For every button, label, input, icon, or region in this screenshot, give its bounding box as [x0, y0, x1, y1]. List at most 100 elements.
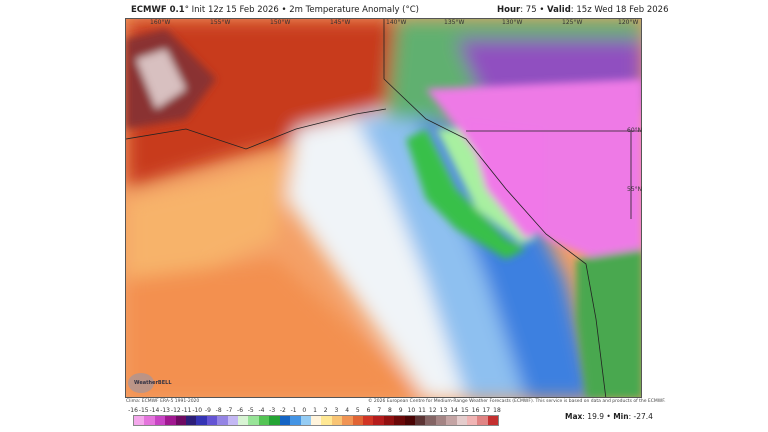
colorbar-tick-label: -5: [247, 407, 254, 414]
colorbar-swatch: [425, 416, 436, 425]
colorbar-swatch: [206, 416, 218, 425]
max-label: Max: [565, 412, 583, 421]
min-label: Min: [613, 412, 629, 421]
colorbar-tick-label: 1: [313, 407, 317, 414]
valid-value: 15z Wed 18 Feb 2026: [576, 5, 669, 15]
colorbar-swatch: [487, 416, 499, 425]
colorbar-swatch: [248, 416, 259, 425]
colorbar-tick-label: -4: [258, 407, 265, 414]
sep: •: [281, 5, 287, 15]
colorbar-swatch: [310, 416, 322, 425]
colorbar-tick-label: 18: [493, 407, 501, 414]
colorbar-swatch: [279, 416, 291, 425]
colorbar-tick-label: 10: [407, 407, 416, 414]
colorbar-swatch: [456, 416, 467, 425]
colorbar-tick-label: -15: [138, 407, 149, 414]
colorbar-tick-label: 9: [398, 407, 403, 414]
colorbar-swatch: [477, 416, 488, 425]
max-min-stats: Max: 19.9 • Min: -27.4: [565, 412, 653, 421]
colorbar-swatch: [154, 416, 166, 425]
hour-label: Hour: [497, 5, 521, 15]
lon-label: 130°W: [502, 19, 523, 26]
colorbar-tick-label: 11: [418, 407, 426, 414]
colorbar-swatch: [414, 416, 426, 425]
colorbar-tick-label: 5: [355, 407, 360, 414]
valid-info: Hour: 75 • Valid: 15z Wed 18 Feb 2026: [497, 5, 669, 15]
colorbar-tick-label: 6: [366, 407, 371, 414]
colorbar-swatch: [435, 416, 447, 425]
colorbar-swatch: [467, 416, 478, 425]
lon-label: 150°W: [270, 19, 291, 26]
lon-label: 125°W: [562, 19, 583, 26]
init-time: Init 12z 15 Feb 2026: [191, 5, 279, 15]
sep: •: [539, 5, 545, 15]
colorbar-tick-label: 12: [428, 407, 437, 414]
lat-label: 60°N: [627, 127, 643, 134]
map-title: ECMWF 0.1° Init 12z 15 Feb 2026 • 2m Tem…: [131, 5, 419, 15]
field-name: 2m Temperature Anomaly (°C): [289, 5, 419, 15]
colorbar-tick-label: -3: [269, 407, 276, 414]
colorbar-swatch: [362, 416, 374, 425]
lon-label: 145°W: [330, 19, 351, 26]
colorbar-swatch: [196, 416, 207, 425]
colorbar-labels: -16 -15 -14 -13 -12 -11 -10 -9 -8 -7 -6 -5 -4 -3 -2 -1 0…: [128, 407, 502, 415]
hour-value: 75: [525, 5, 537, 15]
colorbar-tick-label: 17: [482, 407, 491, 414]
max-value: 19.9: [587, 412, 604, 421]
colorbar-tick-label: 3: [334, 407, 339, 414]
logo-text: WeatherBELL: [134, 380, 172, 386]
colorbar-tick-label: -6: [237, 407, 244, 414]
colorbar-tick-label: -10: [192, 407, 203, 414]
colorbar-tick-label: 4: [345, 407, 350, 414]
colorbar-tick-label: 13: [439, 407, 448, 414]
colorbar-swatch: [404, 416, 415, 425]
colorbar-swatch: [165, 416, 176, 425]
lon-label: 160°W: [150, 19, 171, 26]
deg: °: [184, 5, 189, 15]
colorbar-swatch: [342, 416, 353, 425]
colorbar-swatch: [269, 416, 280, 425]
colorbar-tick-label: -9: [204, 407, 211, 414]
colorbar-swatch: [321, 416, 332, 425]
colorbar-swatch: [175, 416, 187, 425]
colorbar-swatch: [134, 416, 145, 425]
valid-label: Valid: [547, 5, 571, 15]
colorbar-swatch: [352, 416, 363, 425]
colorbar-tick-label: -16: [128, 407, 138, 414]
colorbar-tick-label: 0: [302, 407, 307, 414]
climatology-note: Clima: ECMWF ERA-5 1991-2020: [126, 399, 200, 404]
colorbar-swatch: [331, 416, 343, 425]
colorbar-tick-label: -8: [215, 407, 222, 414]
colorbar-tick-label: 7: [377, 407, 382, 414]
weatherbell-logo: [128, 373, 154, 393]
colorbar-tick-label: -12: [170, 407, 181, 414]
colorbar-tick-label: 14: [450, 407, 458, 414]
colorbar-swatch: [383, 416, 395, 425]
colorbar-tick-label: 8: [388, 407, 392, 414]
colorbar: [133, 415, 499, 426]
min-value: -27.4: [633, 412, 653, 421]
colorbar-tick-label: -7: [226, 407, 233, 414]
model-name: ECMWF 0.1: [131, 5, 185, 15]
colorbar-tick-label: -13: [160, 407, 171, 414]
colorbar-swatch: [217, 416, 228, 425]
colorbar-swatch: [227, 416, 239, 425]
lat-label: 55°N: [627, 186, 643, 193]
lon-label: 120°W: [618, 19, 639, 26]
colorbar-tick-label: -2: [279, 407, 286, 414]
lon-label: 135°W: [444, 19, 465, 26]
colorbar-swatch: [394, 416, 405, 425]
colorbar-tick-label: -11: [181, 407, 192, 414]
colorbar-swatch: [258, 416, 270, 425]
temperature-anomaly-map: [125, 18, 642, 398]
copyright-note: © 2026 European Centre for Medium-Range …: [368, 399, 666, 404]
colorbar-swatch: [300, 416, 311, 425]
colorbar-tick-label: -1: [290, 407, 297, 414]
colorbar-swatch: [144, 416, 155, 425]
colorbar-swatch: [373, 416, 384, 425]
colorbar-swatch: [186, 416, 197, 425]
colorbar-tick-label: 2: [323, 407, 328, 414]
colorbar-swatch: [238, 416, 249, 425]
lon-label: 140°W: [386, 19, 407, 26]
colorbar-tick-label: -14: [149, 407, 160, 414]
